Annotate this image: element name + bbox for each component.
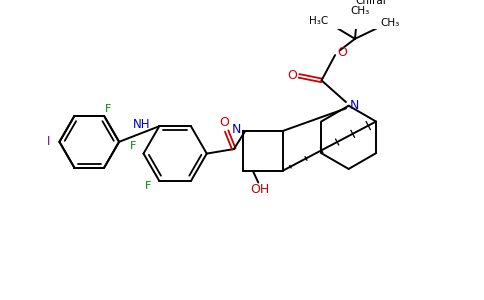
- Text: O: O: [219, 116, 229, 129]
- Text: O: O: [337, 46, 347, 59]
- Text: I: I: [47, 135, 50, 148]
- Text: N: N: [232, 123, 241, 136]
- Text: F: F: [105, 104, 111, 114]
- Text: OH: OH: [250, 183, 270, 196]
- Text: Chiral: Chiral: [356, 0, 387, 6]
- Text: O: O: [287, 69, 297, 82]
- Text: H₃C: H₃C: [309, 16, 329, 26]
- Text: F: F: [145, 181, 151, 190]
- Text: N: N: [349, 99, 359, 112]
- Text: F: F: [129, 141, 136, 152]
- Text: CH₃: CH₃: [380, 18, 400, 28]
- Text: CH₃: CH₃: [351, 6, 370, 16]
- Text: NH: NH: [133, 118, 151, 131]
